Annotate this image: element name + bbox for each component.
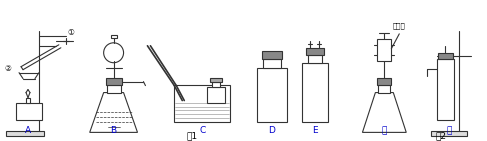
Bar [210, 78, 222, 82]
Bar [437, 59, 454, 120]
Bar [26, 98, 30, 103]
Text: B: B [111, 126, 117, 135]
Bar [377, 78, 392, 85]
Bar [262, 51, 282, 59]
Circle shape [104, 43, 124, 63]
Bar [16, 103, 42, 120]
Bar [263, 59, 281, 68]
Text: 乙: 乙 [447, 126, 452, 135]
Bar [107, 85, 121, 93]
Bar [377, 39, 392, 61]
Polygon shape [362, 93, 406, 132]
Text: C: C [199, 126, 206, 135]
Text: 注射器: 注射器 [393, 23, 406, 29]
Text: 图1: 图1 [187, 131, 198, 140]
Polygon shape [90, 93, 137, 132]
Text: 甲: 甲 [382, 126, 387, 135]
Text: 图2: 图2 [435, 131, 447, 140]
Bar [175, 97, 229, 121]
Bar [308, 55, 321, 63]
Text: ①: ① [67, 28, 74, 37]
Bar [302, 63, 328, 122]
Bar [306, 48, 324, 55]
Bar [111, 35, 116, 38]
Bar [438, 53, 453, 59]
Bar [378, 85, 390, 93]
Bar [174, 85, 230, 122]
Text: E: E [312, 126, 318, 135]
Text: D: D [268, 126, 275, 135]
Bar [106, 78, 122, 85]
Bar [257, 68, 287, 122]
Bar [6, 131, 44, 136]
Text: ②: ② [5, 64, 12, 73]
Bar [212, 82, 220, 87]
Bar [431, 131, 467, 136]
Text: A: A [25, 126, 31, 135]
Bar [207, 87, 225, 103]
